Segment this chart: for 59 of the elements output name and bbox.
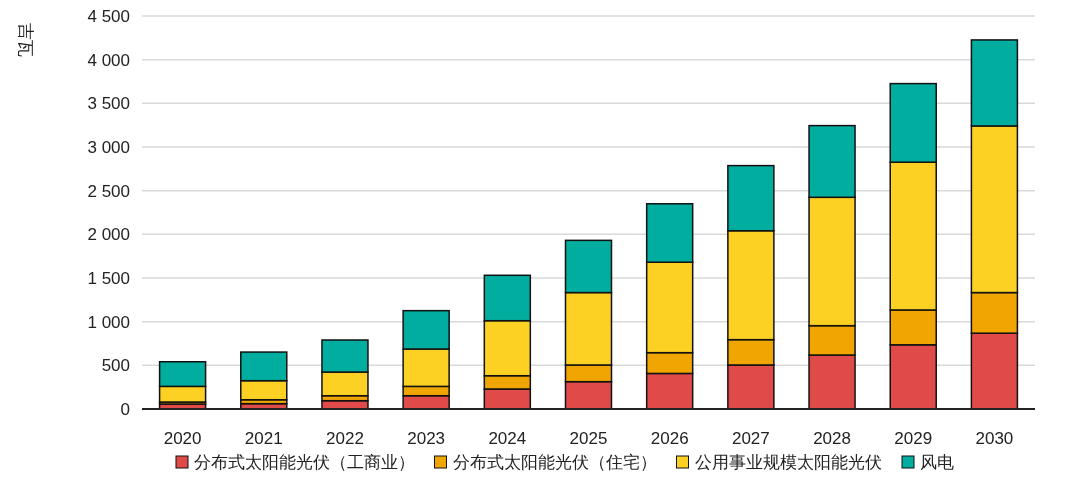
bar (808, 354, 856, 410)
legend-label: 公用事业规模太阳能光伏 (694, 453, 882, 471)
y-tick-label: 2 500 (87, 181, 130, 201)
bar (158, 361, 207, 388)
bar (970, 39, 1019, 127)
y-axis-title: 吉瓦 (16, 23, 35, 57)
bar (727, 364, 775, 410)
x-tick-label: 2028 (813, 429, 851, 448)
x-tick-label: 2020 (163, 429, 202, 448)
bar (808, 124, 856, 199)
bar (889, 344, 937, 410)
bar (808, 196, 856, 327)
bar (321, 339, 369, 373)
bar (727, 164, 775, 232)
x-tick-label: 2026 (650, 429, 689, 448)
bar (889, 82, 937, 163)
bar (483, 274, 532, 322)
y-tick-label: 2 000 (87, 225, 130, 245)
bar (970, 332, 1019, 410)
legend-label: 分布式太阳能光伏（住宅） (452, 453, 657, 471)
bar (645, 372, 694, 410)
x-tick-label: 2027 (731, 429, 770, 448)
y-tick-label: 4 500 (87, 7, 130, 26)
bar (970, 291, 1019, 334)
bar (727, 230, 775, 341)
bar (889, 161, 937, 311)
bar (483, 374, 532, 390)
bar (889, 309, 937, 346)
bar (240, 351, 288, 382)
x-tick-label: 2021 (244, 429, 283, 448)
bar (645, 203, 694, 263)
x-tick-label: 2022 (326, 429, 364, 448)
x-tick-label: 2030 (975, 429, 1014, 448)
bar (158, 385, 207, 403)
bar (483, 319, 532, 377)
bar (402, 309, 450, 350)
y-tick-label: 3 500 (87, 94, 130, 114)
bar (321, 371, 369, 397)
bar (645, 351, 694, 375)
bar (564, 239, 613, 294)
x-tick-label: 2025 (569, 429, 608, 448)
bar (970, 125, 1019, 294)
y-tick-label: 4 000 (87, 50, 130, 70)
bar (808, 324, 856, 356)
bar (240, 379, 288, 401)
legend-label: 风电 (920, 453, 954, 471)
y-tick-label: 1 500 (87, 269, 130, 288)
x-tick-label: 2029 (894, 429, 933, 448)
y-tick-label: 0 (120, 400, 130, 419)
y-tick-label: 1 000 (87, 312, 130, 332)
bar (564, 291, 613, 366)
bar (402, 348, 450, 388)
x-tick-label: 2023 (407, 429, 446, 448)
bar (727, 338, 775, 366)
legend-label: 分布式太阳能光伏（工商业） (194, 453, 415, 471)
y-tick-label: 500 (101, 356, 130, 376)
x-tick-label: 2024 (488, 429, 527, 448)
y-tick-label: 3 000 (87, 138, 130, 157)
bar (645, 261, 694, 354)
